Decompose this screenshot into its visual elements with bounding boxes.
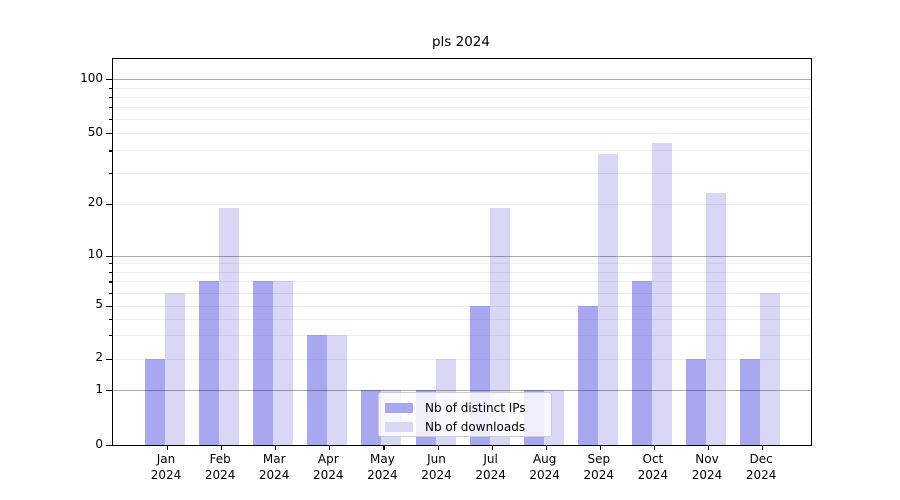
major-gridline — [113, 79, 811, 81]
x-tick-label: Aug 2024 — [529, 452, 560, 482]
bar-downloads-nov — [706, 192, 726, 445]
bar-downloads-oct — [651, 143, 672, 445]
x-tick-mark — [491, 445, 493, 450]
minor-gridline — [113, 203, 811, 205]
bar-downloads-dec — [760, 292, 781, 445]
y-tick-label: 2 — [95, 350, 103, 365]
minor-gridline — [113, 150, 811, 152]
x-tick-mark — [653, 445, 656, 450]
minor-gridline — [113, 271, 811, 273]
y-minor-tick-mark — [109, 335, 113, 337]
y-tick-mark — [106, 203, 112, 205]
major-gridline — [113, 255, 811, 257]
x-tick-mark — [708, 445, 710, 450]
legend-item-distinct-ips: Nb of distinct IPs — [385, 399, 551, 416]
y-tick-label: 20 — [87, 195, 103, 210]
legend: Nb of distinct IPs Nb of downloads — [378, 392, 552, 437]
x-tick-mark — [545, 445, 547, 450]
y-minor-tick-mark — [109, 150, 113, 152]
y-tick-mark — [106, 390, 112, 392]
legend-item-downloads: Nb of downloads — [385, 418, 551, 435]
y-tick-label: 1 — [95, 381, 103, 396]
y-tick-label: 100 — [80, 70, 103, 85]
bar-ips-jan — [145, 358, 165, 445]
bar-ips-mar — [253, 281, 274, 445]
x-tick-mark — [221, 445, 223, 450]
y-tick-mark — [106, 358, 112, 360]
bar-ips-nov — [686, 358, 706, 445]
minor-gridline — [113, 107, 811, 109]
x-tick-label: Jan 2024 — [150, 452, 182, 482]
minor-gridline — [113, 318, 811, 320]
x-tick-label: Oct 2024 — [637, 452, 669, 482]
bar-downloads-jan — [165, 292, 185, 445]
legend-label-distinct-ips: Nb of distinct IPs — [425, 400, 526, 415]
bar-ips-may — [361, 390, 382, 445]
y-tick-mark — [106, 305, 112, 307]
x-tick-label: Mar 2024 — [258, 452, 290, 482]
minor-gridline — [113, 292, 811, 294]
x-tick-mark — [599, 445, 601, 450]
minor-gridline — [113, 87, 811, 89]
x-tick-label: Sep 2024 — [583, 452, 615, 482]
chart-title: pls 2024 — [431, 34, 490, 50]
y-tick-mark — [106, 133, 112, 135]
x-tick-label: May 2024 — [367, 452, 398, 482]
x-tick-label: Dec 2024 — [745, 452, 777, 482]
x-tick-label: Jul 2024 — [475, 452, 506, 482]
bar-downloads-feb — [219, 207, 240, 445]
bar-ips-apr — [307, 335, 328, 445]
y-minor-tick-mark — [109, 281, 113, 283]
minor-gridline — [113, 119, 811, 121]
bar-ips-sep — [577, 305, 598, 445]
x-tick-label: Jun 2024 — [421, 452, 452, 482]
y-tick-label: 5 — [95, 297, 103, 312]
x-tick-mark — [383, 445, 385, 450]
y-tick-label: 10 — [87, 247, 103, 262]
y-minor-tick-mark — [109, 292, 113, 294]
bar-downloads-apr — [327, 335, 348, 445]
bar-ips-oct — [631, 281, 652, 445]
bar-downloads-sep — [597, 154, 618, 445]
y-minor-tick-mark — [109, 271, 113, 273]
x-tick-label: Feb 2024 — [204, 452, 236, 482]
x-tick-mark — [329, 445, 331, 450]
y-tick-mark — [106, 255, 112, 257]
minor-gridline — [113, 281, 811, 283]
bar-downloads-jul — [489, 207, 510, 445]
x-tick-label: Apr 2024 — [313, 452, 344, 482]
x-tick-mark — [437, 445, 439, 450]
y-tick-mark — [106, 79, 112, 81]
legend-swatch-downloads — [385, 421, 413, 432]
y-minor-tick-mark — [109, 263, 113, 265]
minor-gridline — [113, 263, 811, 265]
minor-gridline — [113, 335, 811, 337]
bar-downloads-mar — [273, 281, 294, 445]
bar-ips-dec — [740, 358, 761, 445]
major-gridline — [113, 390, 811, 392]
y-minor-tick-mark — [109, 119, 113, 121]
y-minor-tick-mark — [109, 107, 113, 109]
x-tick-label: Nov 2024 — [691, 452, 723, 482]
minor-gridline — [113, 358, 811, 360]
x-tick-mark — [275, 445, 277, 450]
x-tick-mark — [762, 445, 764, 450]
legend-swatch-distinct-ips — [385, 402, 413, 413]
y-minor-tick-mark — [109, 318, 113, 320]
legend-label-downloads: Nb of downloads — [425, 419, 526, 434]
minor-gridline — [113, 172, 811, 174]
y-tick-label: 0 — [95, 436, 103, 451]
bar-ips-feb — [199, 281, 220, 445]
y-minor-tick-mark — [109, 87, 113, 89]
minor-gridline — [113, 133, 811, 135]
minor-gridline — [113, 96, 811, 98]
y-minor-tick-mark — [109, 96, 113, 98]
y-tick-label: 50 — [87, 124, 103, 139]
y-tick-mark — [106, 445, 112, 447]
minor-gridline — [113, 305, 811, 307]
x-tick-mark — [167, 445, 169, 450]
y-minor-tick-mark — [109, 172, 113, 174]
plot-area: Nb of distinct IPs Nb of downloads — [106, 58, 812, 450]
